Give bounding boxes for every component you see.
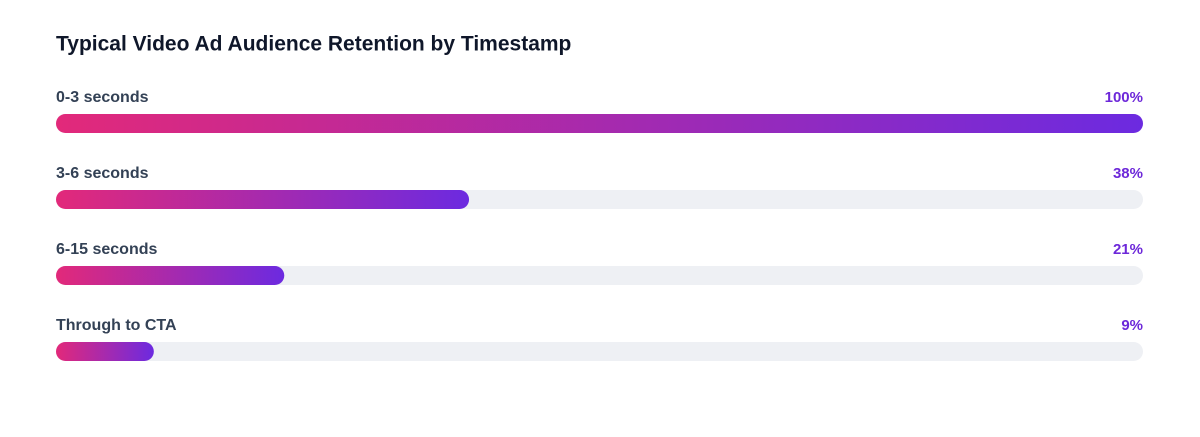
value-label: 100% [1105, 89, 1143, 106]
bar [56, 266, 285, 285]
value-label: 9% [1121, 317, 1143, 334]
chart-title: Typical Video Ad Audience Retention by T… [56, 33, 571, 56]
category-label: 0-3 seconds [56, 89, 149, 106]
category-label: 6-15 seconds [56, 241, 157, 258]
value-label: 21% [1113, 241, 1143, 258]
category-label: Through to CTA [56, 317, 177, 334]
bar-track [56, 266, 1143, 285]
category-label: 3-6 seconds [56, 165, 149, 182]
value-label: 38% [1113, 165, 1143, 182]
bar [56, 114, 1143, 133]
bar [56, 342, 154, 361]
bar-track [56, 342, 1143, 361]
bar [56, 190, 470, 209]
